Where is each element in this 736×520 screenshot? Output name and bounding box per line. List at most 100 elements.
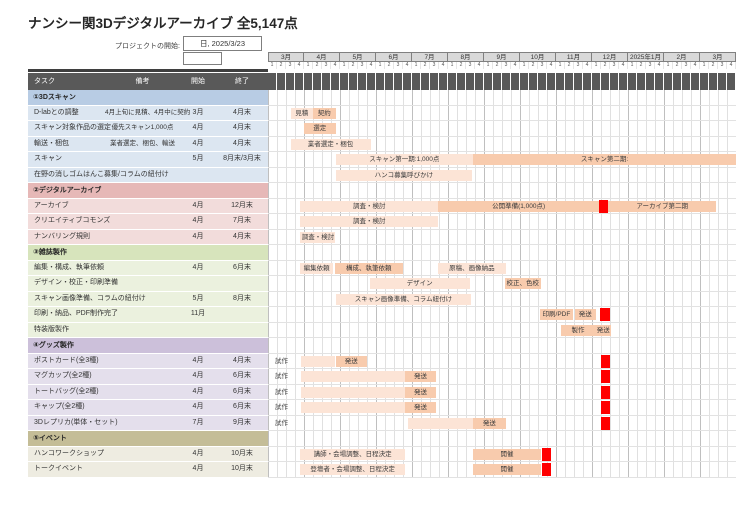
week-number-cell: 4 (403, 62, 412, 69)
week-number-cell: 4 (619, 62, 628, 69)
gantt-bar (301, 371, 405, 382)
end-cell (216, 168, 268, 183)
gantt-rows: ①3Dスキャン D-labとの調整 4月上旬に見積、4月中に契約 3月 4月末 見積 契約ス… (28, 90, 736, 478)
section-title: ⑤イベント (28, 431, 268, 447)
gantt-bar: 開催 (473, 448, 541, 460)
task-chart-strip: 調査・検討 (268, 214, 736, 230)
task-name-cell: アーカイブ (34, 201, 69, 209)
gantt-bar: 製作 (560, 324, 596, 336)
task-chart-strip: スキャン画像準備、コラム紐付け (268, 291, 736, 307)
milestone-marker (601, 401, 610, 414)
gantt-bar: スキャン第二期: (473, 154, 736, 165)
gantt-bar: 契約 (313, 107, 336, 119)
section-chart-strip (268, 183, 736, 199)
week-number-cell: 1 (448, 62, 457, 69)
task-row-left: ハンコワークショップ 4月 10月末 (28, 446, 268, 462)
week-number-cell: 3 (682, 62, 691, 69)
gantt-bar: 業者選定・梱包 (290, 138, 371, 150)
end-column-header: 終了 (235, 78, 249, 85)
week-number-cell: 3 (646, 62, 655, 69)
gantt-bar: 調査・検討 (300, 200, 439, 212)
week-number-cell: 2 (601, 62, 610, 69)
start-column-header: 開始 (191, 78, 205, 85)
section-chart-strip (268, 338, 736, 354)
start-cell: 4月 (192, 403, 204, 410)
week-number-cell: 2 (385, 62, 394, 69)
week-number-cell: 3 (466, 62, 475, 69)
empty-input-field[interactable] (183, 52, 222, 65)
end-cell: 9月末 (233, 418, 251, 426)
note-cell (105, 323, 180, 338)
end-cell: 6月末 (233, 387, 251, 395)
task-name-cell: クリエイティブコモンズ (34, 217, 111, 224)
start-cell: 4月 (192, 465, 204, 472)
note-cell (105, 354, 180, 369)
week-number-cell: 1 (412, 62, 421, 69)
section-header-row: ④グッズ製作 (28, 338, 736, 354)
task-row-left: 在野の消しゴムはんこ募集/コラムの紐付け (28, 167, 268, 183)
task-row-left: 編集・構成、執筆依頼 4月 6月末 (28, 260, 268, 276)
task-name-cell: マグカップ(全2種) (34, 372, 92, 379)
task-chart-strip: 調査・検討 (268, 229, 736, 245)
week-number-cell: 1 (304, 62, 313, 69)
task-row: マグカップ(全2種) 4月 6月末 試作 発送 (28, 369, 736, 385)
section-title: ④グッズ製作 (28, 338, 268, 354)
task-row-left: 輸送・梱包 業者選定、梱包、輸送 4月 4月末 (28, 136, 268, 152)
task-chart-strip: 製作 発送 (268, 322, 736, 338)
project-start-date-field[interactable]: 日, 2025/3/23 (183, 36, 262, 51)
end-cell: 10月末 (231, 465, 253, 472)
task-row: トークイベント 4月 10月末 登壇者・会場調整、日程決定 開催 (28, 462, 736, 478)
task-row: 3Dレプリカ(単体・セット) 7月 9月末 試作 発送 (28, 415, 736, 431)
task-chart-strip: 業者選定・梱包 (268, 136, 736, 152)
task-name-cell: トークイベント (34, 465, 83, 472)
week-number-cell: 1 (700, 62, 709, 69)
task-row-left: トークイベント 4月 10月末 (28, 462, 268, 478)
note-cell: 業者選定、梱包、輸送 (110, 139, 175, 147)
week-number-cell: 2 (637, 62, 646, 69)
task-chart-strip: デザイン 校正、色校 (268, 276, 736, 292)
gantt-bar: 印刷/PDF (539, 309, 574, 320)
note-cell (105, 276, 180, 291)
task-row: 編集・構成、執筆依頼 4月 6月末 編集依頼 構成、執筆依頼 原稿、画像納品 (28, 260, 736, 276)
note-cell (105, 152, 180, 167)
note-cell: 4月上旬に見積、4月中に契約 (105, 108, 191, 116)
start-cell (180, 168, 216, 183)
task-chart-strip: 講師・会場調整、日程決定 開催 (268, 446, 736, 462)
bar-label: 試作 (275, 357, 288, 365)
end-cell: 12月末 (231, 201, 253, 209)
gantt-bar: 発送 (595, 324, 611, 336)
section-header-row: ⑤イベント (28, 431, 736, 447)
gantt-bar: 校正、色校 (504, 278, 541, 289)
section-title: ①3Dスキャン (28, 90, 268, 106)
task-row: 印刷・納品、PDF制作完了 11月 印刷/PDF 発送 (28, 307, 736, 323)
week-number-cell: 3 (322, 62, 331, 69)
task-column-header: タスク (34, 78, 55, 85)
gantt-bar: 発送 (404, 371, 437, 382)
bar-label: 試作 (275, 373, 288, 380)
week-number-cell: 1 (664, 62, 673, 69)
milestone-marker (599, 199, 609, 213)
start-cell: 4月 (192, 217, 204, 224)
week-number-cell: 4 (691, 62, 700, 69)
start-cell: 4月 (192, 232, 204, 240)
gantt-bar: 見積 (290, 107, 313, 119)
note-cell: 優先スキャン1,000点 (111, 124, 174, 131)
bar-label: 試作 (275, 404, 288, 411)
start-cell: 4月 (192, 449, 204, 457)
week-number-cell: 1 (376, 62, 385, 69)
start-cell: 4月 (192, 201, 204, 209)
week-number-cell: 4 (295, 62, 304, 69)
task-row-left: 特装版製作 (28, 322, 268, 338)
milestone-marker (601, 385, 610, 399)
gantt-bar: ハンコ募集呼びかけ (335, 169, 473, 181)
task-name-cell: スキャン対象作品の選定 (34, 124, 111, 131)
task-row: アーカイブ 4月 12月末 調査・検討 公開準備(1,000点) アーカイブ第二期 (28, 198, 736, 214)
start-cell: 5月 (192, 294, 204, 302)
month-header-cell: 2025年1月 (628, 52, 664, 62)
week-number-cell: 3 (574, 62, 583, 69)
gantt-bar: 調査・検討 (300, 231, 336, 243)
note-cell (105, 199, 180, 214)
week-number-cell: 3 (718, 62, 727, 69)
milestone-marker (600, 308, 610, 321)
gantt-bar: 講師・会場調整、日程決定 (300, 448, 405, 460)
